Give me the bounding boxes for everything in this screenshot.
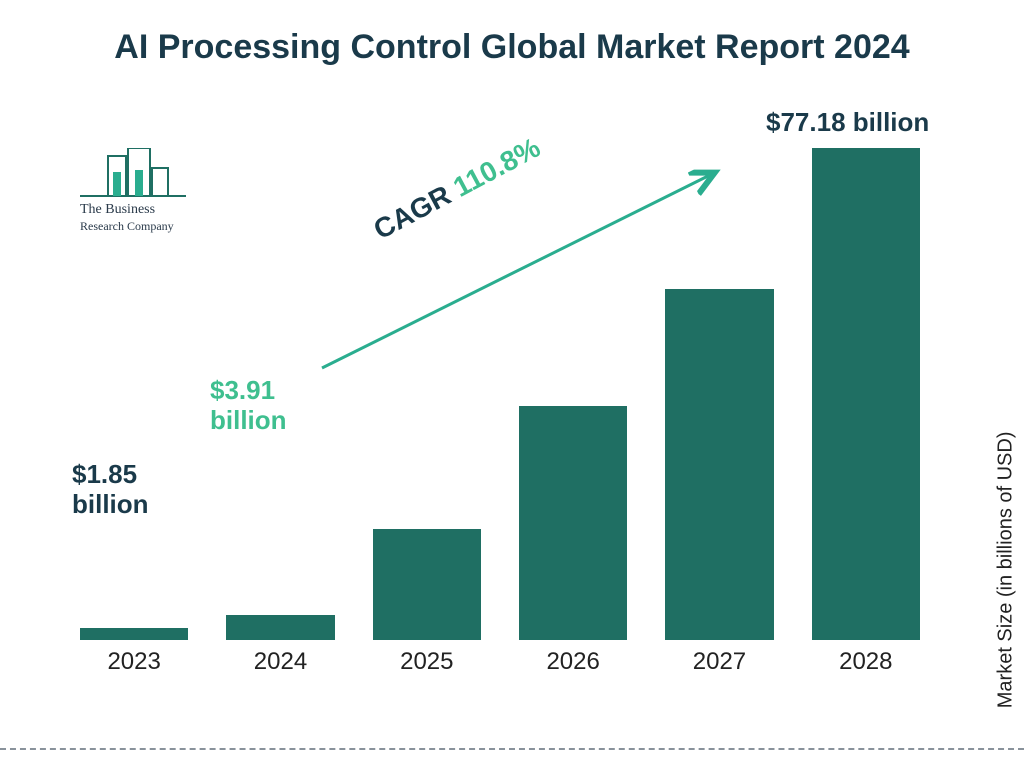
value-label-2023: $1.85 billion [72, 460, 192, 520]
bars-container: 2023 2024 2025 2026 2027 2028 [80, 130, 920, 640]
xlabel: 2027 [693, 648, 746, 676]
xlabel: 2026 [546, 648, 599, 676]
value-label-2028: $77.18 billion [766, 108, 966, 138]
bar-fill [519, 406, 627, 640]
bar-2024: 2024 [226, 615, 334, 640]
bar-2026: 2026 [519, 406, 627, 640]
bar-fill [665, 289, 773, 640]
chart-title: AI Processing Control Global Market Repo… [0, 28, 1024, 67]
bar-fill [80, 628, 188, 640]
xlabel: 2028 [839, 648, 892, 676]
bar-2027: 2027 [665, 289, 773, 640]
bar-2028: 2028 [812, 148, 920, 640]
bar-fill [226, 615, 334, 640]
bar-2025: 2025 [373, 529, 481, 640]
bar-2023: 2023 [80, 628, 188, 640]
bar-fill [812, 148, 920, 640]
bar-chart: 2023 2024 2025 2026 2027 2028 [80, 130, 920, 670]
value-label-2024: $3.91 billion [210, 376, 330, 436]
bar-fill [373, 529, 481, 640]
xlabel: 2023 [107, 648, 160, 676]
xlabel: 2024 [254, 648, 307, 676]
xlabel: 2025 [400, 648, 453, 676]
bottom-divider [0, 748, 1024, 750]
y-axis-label: Market Size (in billions of USD) [995, 432, 1018, 709]
